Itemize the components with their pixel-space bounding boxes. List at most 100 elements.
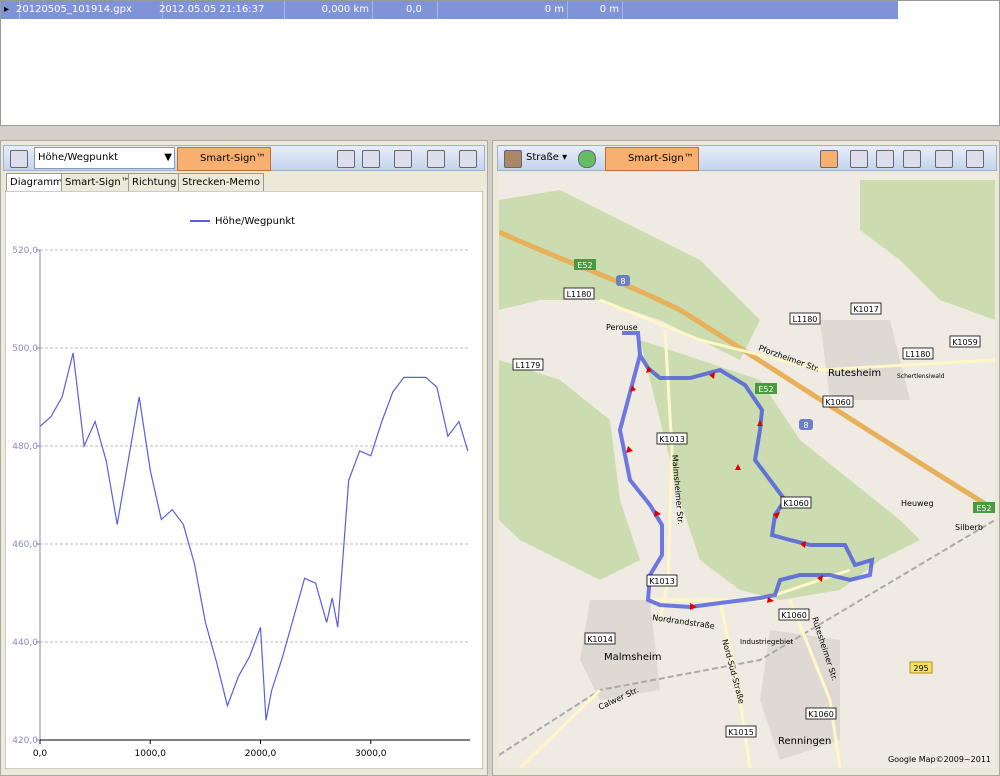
x-tick-label: 1000,0 <box>135 749 167 759</box>
road-shield <box>850 302 882 315</box>
y-tick-label: 420,0 <box>12 736 38 746</box>
smart-sign-button[interactable]: Smart-Sign™ <box>177 147 271 171</box>
tab[interactable]: Richtung <box>128 173 181 193</box>
map-label: K1060 <box>781 611 807 620</box>
file-name: 20120505_101914.gpx <box>13 1 163 19</box>
map-label: 8 <box>803 421 808 430</box>
map-label: Silberb <box>955 523 983 532</box>
map-label: K1013 <box>649 577 675 586</box>
route-arrows <box>626 366 823 610</box>
file-ascent: 0 m <box>431 1 568 19</box>
road-shield <box>789 312 821 325</box>
save[interactable] <box>427 150 445 168</box>
file-descent: 0 m <box>561 1 623 19</box>
zoom-in[interactable] <box>850 150 868 168</box>
map-label: E52 <box>577 261 592 270</box>
x-tick-label: 2000,0 <box>245 749 277 759</box>
map-copyright: Google Map©2009~2011 <box>888 755 991 764</box>
layout[interactable] <box>966 150 984 168</box>
y-tick-label: 440,0 <box>12 638 38 648</box>
y-tick-label: 460,0 <box>12 540 38 550</box>
road-shield <box>822 395 854 408</box>
map-label: K1060 <box>825 398 851 407</box>
map-label: Industriegebiet <box>740 638 793 646</box>
town-area <box>580 600 660 700</box>
road-shield <box>902 347 934 360</box>
road-shield <box>949 335 981 348</box>
road-shield <box>512 358 544 371</box>
road-shield <box>778 608 810 621</box>
road-shield <box>574 259 596 270</box>
chart-background <box>5 191 483 769</box>
road-shield <box>805 707 837 720</box>
forest <box>499 360 640 580</box>
road-shield <box>563 287 595 300</box>
save[interactable] <box>935 150 953 168</box>
map[interactable]: E52 8 L1180 Perouse L1179 K1013 Malmshei… <box>499 172 995 768</box>
row-marker: ▸ <box>1 1 20 19</box>
map-label: 8 <box>620 277 625 286</box>
y-tick-label: 520,0 <box>12 246 38 256</box>
map-label: K1060 <box>783 499 809 508</box>
map-label: K1059 <box>952 338 978 347</box>
map-type-text: Straße <box>526 152 559 163</box>
file-speed: 0,0 <box>366 1 438 19</box>
map-label: L1180 <box>567 290 592 299</box>
fit[interactable] <box>394 150 412 168</box>
legend-label: Höhe/Wegpunkt <box>215 216 295 227</box>
tab[interactable]: Strecken-Memo <box>178 173 264 193</box>
chart: 420,0 440,0 460,0 480,0 500,0 520,0 0,0 1000,0 2… <box>5 191 483 769</box>
road-shield <box>755 383 777 394</box>
map-label: K1015 <box>728 728 754 737</box>
smart-sign-button[interactable]: Smart-Sign™ <box>605 147 699 171</box>
refresh[interactable] <box>578 150 596 168</box>
file-list: ▸ 20120505_101914.gpx 2012.05.05 21:16:3… <box>0 0 1000 126</box>
file-row[interactable]: ▸ 20120505_101914.gpx 2012.05.05 21:16:3… <box>1 1 898 19</box>
railway <box>499 519 995 756</box>
zoom-out[interactable] <box>362 150 380 168</box>
map-label: Renningen <box>778 736 831 747</box>
road-shield <box>780 496 812 509</box>
tab[interactable]: Diagramm <box>6 173 67 193</box>
map-label: L1179 <box>516 361 541 370</box>
road-shield <box>725 725 757 738</box>
x-tick-label: 3000,0 <box>355 749 387 759</box>
list-icon[interactable] <box>10 150 28 168</box>
camera[interactable] <box>820 150 838 168</box>
view-select-text: Höhe/Wegpunkt <box>38 152 119 163</box>
layout[interactable] <box>459 150 477 168</box>
view-select[interactable]: Höhe/Wegpunkt ▼ <box>34 147 175 169</box>
y-tick-label: 500,0 <box>12 344 38 354</box>
map-type[interactable]: Straße ▾ <box>526 152 568 163</box>
map-label: K1014 <box>587 635 613 644</box>
speed-text: 0,0 <box>406 4 422 15</box>
tab[interactable]: Smart-Sign™ <box>61 173 135 193</box>
line-series <box>39 352 469 721</box>
fit[interactable] <box>903 150 921 168</box>
map-label: Malmsheim <box>604 652 662 663</box>
x-tick-label: 0,0 <box>33 749 48 759</box>
map-label: 295 <box>913 664 928 673</box>
zoom-in[interactable] <box>337 150 355 168</box>
right-toolbar: Straße ▾ Smart-Sign™ <box>497 145 997 171</box>
map-label: E52 <box>758 385 773 394</box>
left-toolbar: Höhe/Wegpunkt ▼ Smart-Sign™ <box>3 145 485 171</box>
town-area <box>760 630 840 760</box>
map-label: Schertlensiwald <box>897 373 945 380</box>
route <box>617 331 875 610</box>
road-shield <box>656 432 688 445</box>
y-tick-label: 480,0 <box>12 442 38 452</box>
town-area <box>820 320 910 400</box>
road-shield <box>616 275 630 286</box>
road-shield <box>646 574 678 587</box>
file-date: 2012.05.05 21:16:37 <box>156 1 285 19</box>
map-label: K1013 <box>659 435 685 444</box>
map-label: L1180 <box>906 350 931 359</box>
zoom-out[interactable] <box>876 150 894 168</box>
map-label: L1180 <box>793 315 818 324</box>
map-label: Rutesheim <box>828 368 881 379</box>
map-type-icon[interactable] <box>504 150 522 168</box>
road-shield <box>799 419 813 430</box>
map-label: E52 <box>976 504 991 513</box>
